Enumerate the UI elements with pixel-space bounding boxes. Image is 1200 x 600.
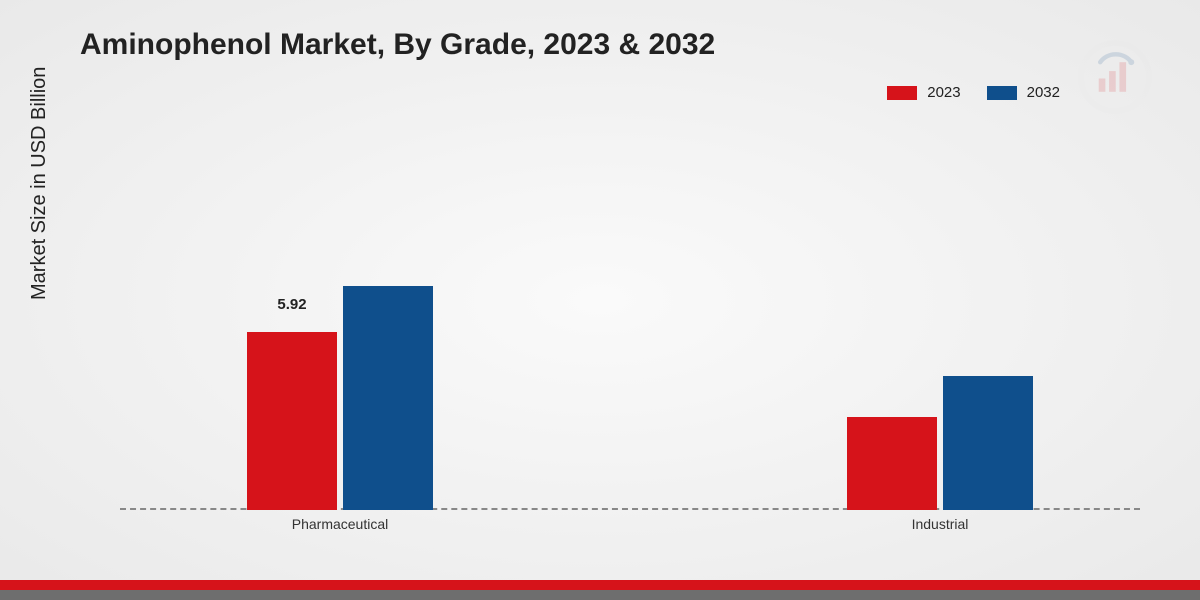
legend-label-2023: 2023 xyxy=(927,84,960,101)
legend-label-2032: 2032 xyxy=(1027,84,1060,101)
bar-pharmaceutical-2032 xyxy=(343,286,433,510)
bar-value-label: 5.92 xyxy=(277,296,306,313)
y-axis-label: Market Size in USD Billion xyxy=(28,67,51,300)
footer-stripe-red xyxy=(0,580,1200,590)
legend-swatch-2032 xyxy=(987,86,1017,100)
category-label: Pharmaceutical xyxy=(290,516,390,532)
chart-title: Aminophenol Market, By Grade, 2023 & 203… xyxy=(80,28,715,62)
legend-item-2032: 2032 xyxy=(987,84,1060,101)
legend-swatch-2023 xyxy=(887,86,917,100)
chart-canvas: Aminophenol Market, By Grade, 2023 & 203… xyxy=(0,0,1200,600)
bar-industrial-2023 xyxy=(847,417,937,510)
footer-stripe-grey xyxy=(0,590,1200,600)
footer-stripe xyxy=(0,580,1200,600)
watermark-logo xyxy=(1078,40,1152,114)
bar-industrial-2032 xyxy=(943,376,1033,510)
legend: 2023 2032 xyxy=(887,84,1060,101)
legend-item-2023: 2023 xyxy=(887,84,960,101)
category-label: Industrial xyxy=(890,516,990,532)
plot-area: 5.92PharmaceuticalIndustrial xyxy=(120,150,1140,510)
bar-pharmaceutical-2023 xyxy=(247,332,337,510)
